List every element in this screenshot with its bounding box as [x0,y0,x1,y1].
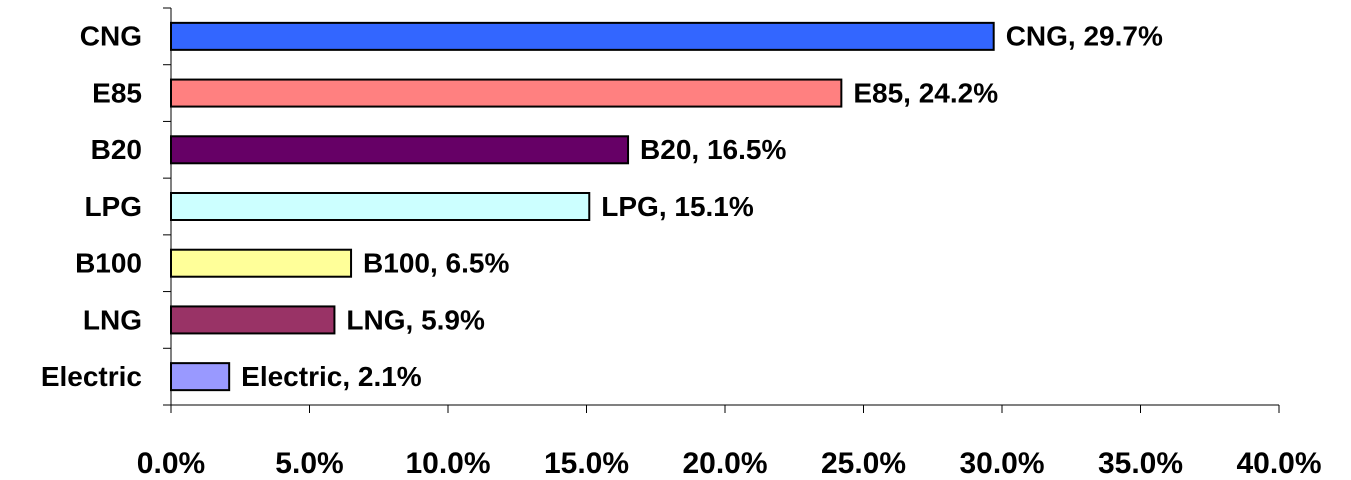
y-tick-label: LNG [83,304,142,335]
y-tick-label: B100 [75,248,142,279]
bar [170,135,630,165]
bar [170,192,591,221]
x-tick-label: 0.0% [137,447,205,480]
y-tick-label: LPG [84,191,142,222]
bar [170,305,336,335]
bar [170,248,353,278]
x-tick-label: 25.0% [821,447,906,480]
x-tick-label: 5.0% [275,447,343,480]
y-tick-label: E85 [92,77,142,108]
x-tick-label: 30.0% [959,447,1044,480]
x-tick-label: 10.0% [405,447,490,480]
value-label: CNG, 29.7% [1006,21,1163,52]
value-label: E85, 24.2% [853,77,998,108]
value-label: LNG, 5.9% [346,304,485,335]
x-tick-label: 15.0% [544,447,629,480]
x-tick-label: 20.0% [682,447,767,480]
bar [170,78,843,108]
x-tick-label: 35.0% [1098,447,1183,480]
y-tick-label: CNG [80,21,142,52]
value-label: LPG, 15.1% [601,191,754,222]
value-label: Electric, 2.1% [241,361,422,392]
x-tick-label: 40.0% [1236,447,1321,480]
value-label: B100, 6.5% [363,248,509,279]
bar [170,21,995,51]
bar [170,362,231,392]
y-tick-label: B20 [91,134,142,165]
y-tick-label: Electric [41,361,142,392]
value-label: B20, 16.5% [640,134,786,165]
